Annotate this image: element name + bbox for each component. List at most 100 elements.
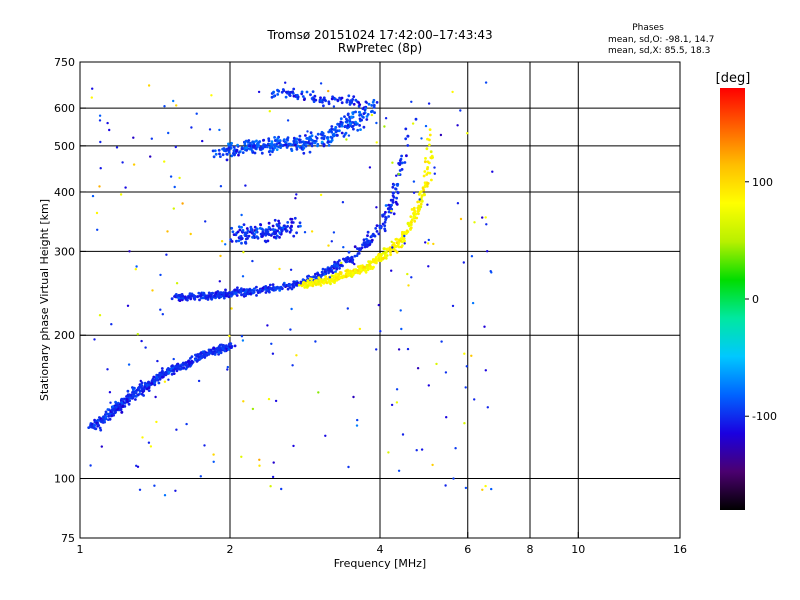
data-point bbox=[357, 110, 361, 114]
data-point bbox=[195, 360, 199, 363]
data-point bbox=[338, 129, 341, 133]
data-point bbox=[423, 181, 427, 185]
data-point bbox=[98, 185, 101, 188]
data-point bbox=[327, 102, 331, 106]
data-point bbox=[416, 367, 420, 370]
stats-title: Phases bbox=[632, 23, 664, 33]
data-point bbox=[98, 119, 102, 122]
data-point bbox=[171, 364, 174, 367]
data-point bbox=[281, 88, 285, 91]
data-point bbox=[244, 241, 247, 245]
data-point bbox=[240, 455, 243, 458]
y-tick-label: 400 bbox=[54, 186, 75, 199]
data-point bbox=[401, 433, 405, 436]
data-point bbox=[314, 135, 318, 138]
data-point bbox=[219, 185, 223, 188]
colorbar-tick-label: -100 bbox=[752, 410, 777, 423]
data-point bbox=[98, 314, 102, 317]
data-point bbox=[374, 227, 378, 230]
data-point bbox=[307, 137, 310, 141]
data-point bbox=[156, 359, 159, 363]
data-point bbox=[163, 494, 167, 497]
data-point bbox=[370, 234, 374, 238]
colorbar-gradient bbox=[720, 88, 745, 510]
data-point bbox=[306, 284, 310, 288]
x-tick-label: 16 bbox=[673, 543, 687, 556]
data-point bbox=[366, 241, 370, 245]
data-point bbox=[317, 280, 320, 283]
data-point bbox=[218, 152, 221, 156]
data-point bbox=[279, 146, 282, 150]
data-point bbox=[251, 231, 255, 234]
data-point bbox=[445, 416, 448, 419]
data-point bbox=[336, 260, 340, 264]
data-point bbox=[397, 348, 401, 351]
data-point bbox=[217, 148, 221, 152]
data-point bbox=[292, 280, 296, 284]
data-point bbox=[244, 232, 248, 236]
data-point bbox=[338, 259, 341, 262]
data-point bbox=[340, 131, 344, 135]
data-point bbox=[391, 191, 395, 195]
data-point bbox=[172, 99, 175, 103]
stats-o-mode: mean, sd,O: -98.1, 14.7 bbox=[608, 35, 714, 45]
data-point bbox=[386, 247, 390, 251]
data-point bbox=[303, 231, 307, 234]
data-point bbox=[279, 143, 283, 146]
data-point bbox=[242, 400, 245, 403]
data-point bbox=[303, 281, 307, 285]
data-point bbox=[96, 423, 100, 426]
data-point bbox=[407, 284, 410, 287]
plot-grid bbox=[80, 62, 680, 538]
data-point bbox=[346, 98, 349, 102]
data-point bbox=[276, 93, 280, 96]
data-point bbox=[256, 291, 260, 294]
data-point bbox=[288, 94, 292, 97]
data-point bbox=[420, 448, 424, 451]
data-point bbox=[128, 250, 131, 253]
data-point bbox=[322, 104, 325, 108]
data-point bbox=[295, 193, 298, 196]
data-point bbox=[359, 128, 362, 132]
data-point bbox=[190, 126, 193, 129]
data-point bbox=[375, 348, 378, 351]
data-point bbox=[347, 134, 351, 137]
data-point bbox=[212, 453, 215, 456]
data-point bbox=[258, 458, 261, 461]
data-point bbox=[372, 259, 376, 263]
data-point bbox=[175, 104, 178, 107]
data-point bbox=[412, 206, 416, 210]
y-tick-label: 600 bbox=[54, 102, 75, 115]
data-point bbox=[375, 101, 379, 104]
data-point bbox=[230, 294, 233, 298]
data-point bbox=[317, 391, 320, 394]
data-point bbox=[347, 94, 351, 98]
data-point bbox=[352, 95, 356, 98]
data-point bbox=[261, 228, 265, 232]
data-point bbox=[257, 90, 261, 94]
data-point bbox=[418, 198, 421, 201]
data-point bbox=[285, 137, 289, 141]
data-point bbox=[266, 289, 269, 292]
data-point bbox=[366, 230, 370, 234]
data-point bbox=[169, 175, 173, 178]
data-point bbox=[232, 233, 236, 237]
data-point bbox=[366, 234, 369, 238]
data-point bbox=[371, 109, 374, 113]
data-point bbox=[357, 101, 360, 104]
data-point bbox=[389, 198, 393, 202]
data-point bbox=[267, 137, 271, 141]
data-point bbox=[126, 304, 130, 307]
data-point bbox=[370, 238, 374, 242]
x-tick-label: 6 bbox=[464, 543, 471, 556]
data-point bbox=[433, 172, 436, 175]
data-point bbox=[149, 445, 153, 448]
data-point bbox=[373, 111, 376, 114]
data-point bbox=[396, 191, 400, 195]
data-point bbox=[382, 247, 386, 251]
data-point bbox=[336, 264, 339, 268]
data-point bbox=[301, 95, 305, 98]
data-point bbox=[346, 119, 349, 123]
data-point bbox=[184, 297, 187, 300]
